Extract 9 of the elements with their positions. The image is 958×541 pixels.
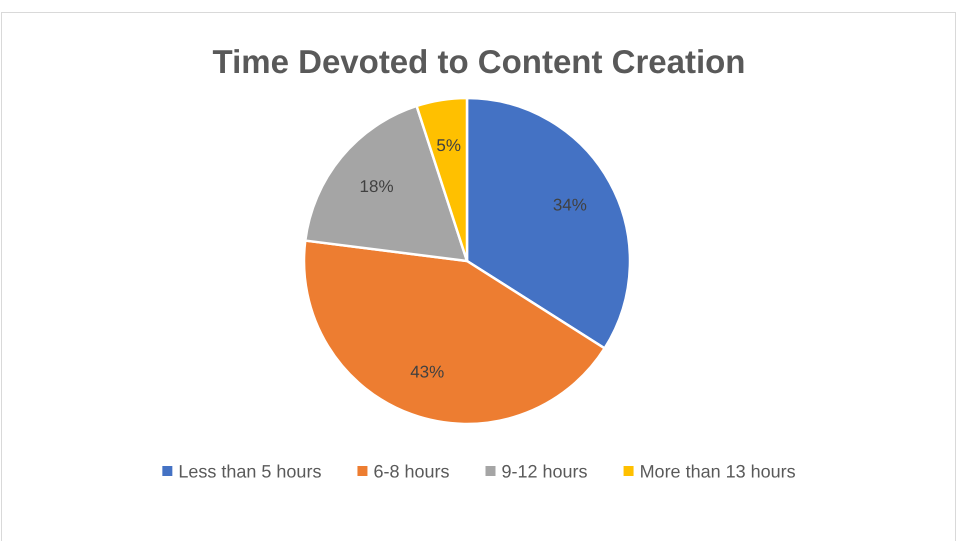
data-label: 5% — [436, 136, 461, 156]
chart-title: Time Devoted to Content Creation — [212, 43, 746, 80]
legend-label: More than 13 hours — [640, 461, 796, 482]
legend-label: 9-12 hours — [502, 461, 588, 482]
data-label: 18% — [360, 177, 394, 196]
data-label: 43% — [410, 362, 444, 382]
legend-label: 6-8 hours — [373, 461, 450, 482]
legend-label: Less than 5 hours — [178, 461, 322, 482]
data-label: 34% — [552, 195, 587, 214]
